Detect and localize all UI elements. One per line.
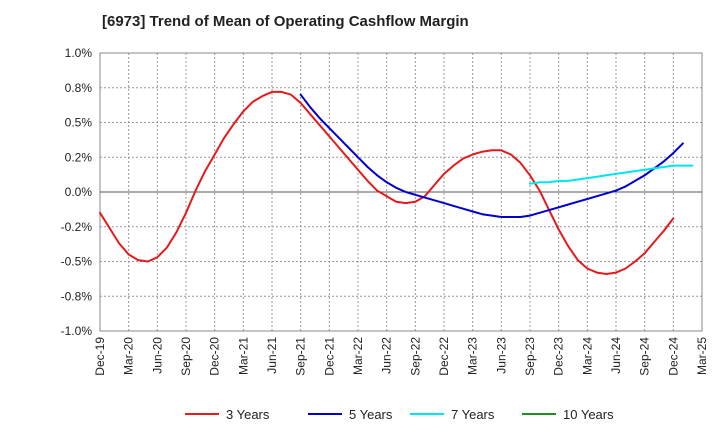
y-tick-label: 0.8%	[65, 81, 93, 95]
y-tick-label: 0.5%	[65, 116, 93, 130]
series-line-3-years	[99, 90, 675, 275]
x-tick-label: Mar-24	[580, 337, 594, 375]
y-tick-label: -0.2%	[61, 220, 93, 234]
x-tick-label: Jun-20	[150, 337, 164, 374]
series-layer	[99, 90, 694, 275]
legend-label: 5 Years	[349, 407, 393, 422]
chart-title: [6973] Trend of Mean of Operating Cashfl…	[102, 13, 469, 30]
y-axis: 1.0% 0.8% 0.5% 0.2% 0.0% -0.2% -0.5% -0.8% -1.0%	[61, 46, 93, 338]
x-tick-label: Sep-24	[638, 337, 652, 376]
legend-label: 10 Years	[563, 407, 614, 422]
x-tick-label: Dec-24	[666, 337, 680, 376]
x-tick-label: Mar-21	[236, 337, 250, 375]
series-line-5-years	[299, 93, 684, 218]
x-tick-label: Mar-25	[695, 337, 709, 375]
legend-label: 3 Years	[226, 407, 270, 422]
x-tick-label: Mar-22	[351, 337, 365, 375]
x-tick-label: Dec-23	[552, 337, 566, 376]
x-tick-label: Sep-20	[179, 337, 193, 376]
x-tick-label: Sep-21	[294, 337, 308, 376]
x-tick-label: Mar-23	[466, 337, 480, 375]
x-tick-label: Jun-22	[380, 337, 394, 374]
x-axis: Dec-19 Mar-20 Jun-20 Sep-20 Dec-20 Mar-21 Jun-…	[93, 337, 709, 376]
grid-layer	[100, 53, 702, 331]
y-tick-label: 1.0%	[65, 46, 93, 60]
x-tick-label: Dec-20	[208, 337, 222, 376]
y-tick-label: 0.2%	[65, 150, 93, 164]
x-tick-label: Dec-22	[437, 337, 451, 376]
x-tick-label: Sep-23	[523, 337, 537, 376]
legend-label: 7 Years	[451, 407, 495, 422]
y-tick-label: 0.0%	[65, 185, 93, 199]
legend: 3 Years 5 Years 7 Years 10 Years	[185, 407, 614, 422]
x-tick-label: Jun-23	[494, 337, 508, 374]
x-tick-label: Dec-21	[322, 337, 336, 376]
y-tick-label: -0.8%	[61, 289, 93, 303]
x-tick-label: Sep-22	[408, 337, 422, 376]
series-line-7-years	[529, 164, 694, 185]
x-tick-label: Mar-20	[122, 337, 136, 375]
x-tick-label: Dec-19	[93, 337, 107, 376]
y-tick-label: -0.5%	[61, 255, 93, 269]
x-tick-label: Jun-21	[265, 337, 279, 374]
y-tick-label: -1.0%	[61, 324, 93, 338]
x-tick-label: Jun-24	[609, 337, 623, 374]
